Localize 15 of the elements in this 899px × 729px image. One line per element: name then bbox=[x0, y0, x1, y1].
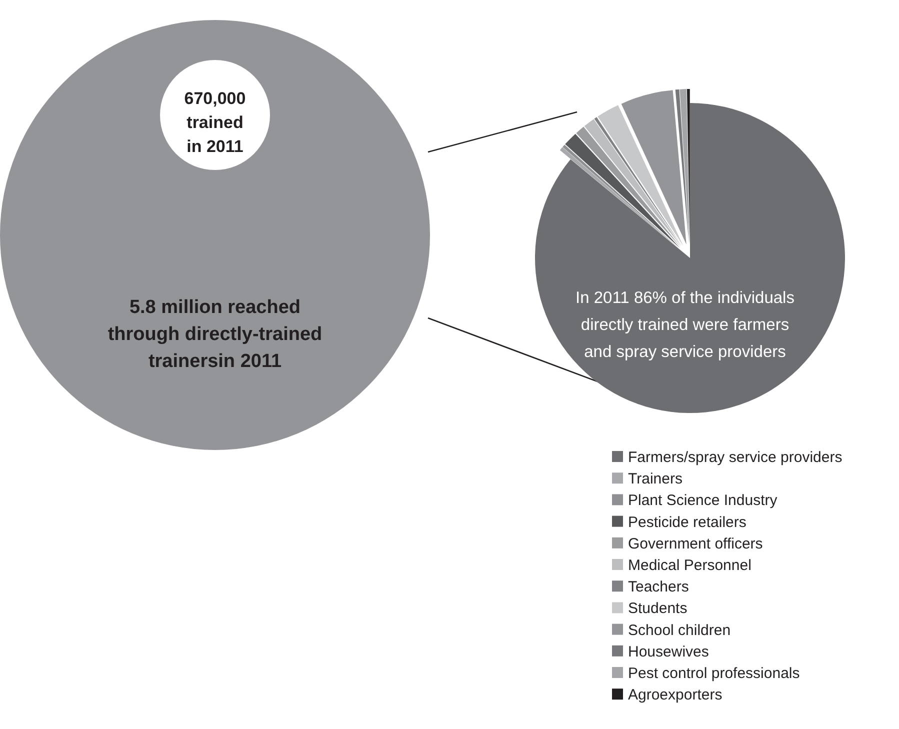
text: 5.8 million reached through directly-trained trainersin 2011 bbox=[108, 297, 322, 372]
legend-label: Medical Personnel bbox=[628, 557, 752, 574]
text: 670,000 trained in 2011 bbox=[184, 89, 246, 156]
legend-label: Teachers bbox=[628, 578, 689, 596]
legend-label: School children bbox=[628, 622, 731, 639]
legend-label: Pest control professionals bbox=[628, 665, 800, 682]
legend-label: Pesticide retailers bbox=[628, 514, 746, 531]
legend-label: Government officers bbox=[628, 535, 763, 552]
legend-label: Farmers/spray service providers bbox=[628, 449, 842, 466]
legend-label: Agroexporters bbox=[628, 686, 722, 704]
legend-label: Students bbox=[628, 600, 688, 618]
text: In 2011 86% of the individuals directly trained were farmers and spray service providers bbox=[576, 289, 794, 361]
legend-label: Plant Science Industry bbox=[628, 492, 778, 510]
legend-label: Housewives bbox=[628, 643, 709, 660]
legend-label: Trainers bbox=[628, 470, 682, 488]
